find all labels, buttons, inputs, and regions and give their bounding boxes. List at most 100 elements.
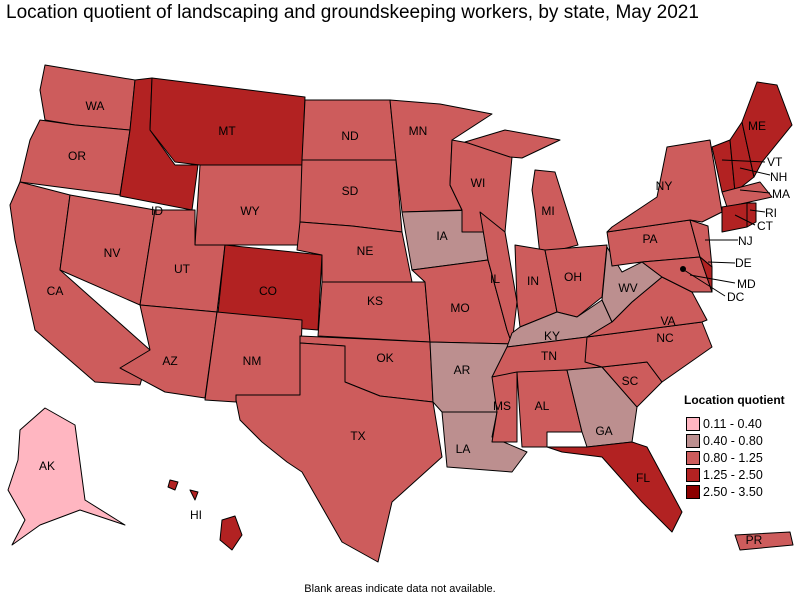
state-hi[interactable] [219, 515, 243, 551]
state-label: PA [642, 232, 657, 246]
state-label: OK [376, 351, 393, 365]
state-label: NJ [738, 234, 753, 248]
legend-swatch [686, 416, 700, 431]
state-label: WV [618, 281, 637, 295]
state-label: WA [86, 99, 105, 113]
state-oh[interactable] [544, 244, 608, 318]
callout-line [739, 189, 771, 194]
legend-swatch [686, 433, 700, 448]
callout-line [689, 274, 736, 284]
state-label: NH [770, 170, 787, 184]
legend-label: 0.11 - 0.40 [703, 416, 762, 431]
state-label: CO [259, 284, 277, 298]
state-label: AZ [162, 354, 177, 368]
legend-swatch [686, 467, 700, 482]
state-label: ME [748, 119, 766, 133]
state-label: MD [737, 277, 756, 291]
state-mi[interactable] [531, 169, 579, 256]
state-label: MT [218, 124, 236, 138]
state-label: RI [765, 206, 777, 220]
state-label: SD [342, 184, 359, 198]
state-label: IL [490, 272, 500, 286]
state-label: KY [544, 329, 560, 343]
state-fl[interactable] [546, 441, 683, 533]
state-label: MS [493, 399, 511, 413]
state-label: IN [527, 274, 539, 288]
state-label: MN [409, 124, 428, 138]
state-pr[interactable] [734, 531, 794, 551]
state-label: NM [243, 354, 262, 368]
state-nc[interactable] [584, 321, 713, 383]
state-ct[interactable] [721, 202, 748, 233]
legend-label: 0.40 - 0.80 [703, 433, 763, 448]
state-label: OH [564, 270, 582, 284]
legend-item: 0.11 - 0.40 [686, 415, 785, 432]
state-label: ND [341, 129, 359, 143]
state-label: KS [367, 294, 383, 308]
state-label: NV [104, 246, 121, 260]
state-ak[interactable] [7, 407, 126, 546]
state-ma[interactable] [721, 181, 773, 208]
footnote: Blank areas indicate data not available. [304, 583, 496, 595]
state-label: WY [240, 204, 259, 218]
state-label: IA [436, 229, 447, 243]
legend-swatch [686, 450, 700, 465]
legend-item: 0.80 - 1.25 [686, 449, 785, 466]
legend-item: 1.25 - 2.50 [686, 466, 785, 483]
state-mt[interactable] [149, 77, 306, 166]
callout-line [749, 209, 766, 213]
state-de[interactable] [699, 256, 713, 293]
state-label: VA [660, 314, 675, 328]
legend-label: 0.80 - 1.25 [703, 450, 763, 465]
state-hi[interactable] [167, 479, 179, 491]
state-me[interactable] [741, 81, 793, 178]
state-label: TN [541, 349, 557, 363]
state-label: CA [47, 284, 64, 298]
state-label: AR [454, 363, 471, 377]
state-ri[interactable] [746, 202, 757, 228]
state-label: NY [656, 179, 673, 193]
state-label: DC [727, 290, 745, 304]
state-ks[interactable] [317, 281, 431, 343]
state-label: MA [772, 187, 790, 201]
state-hi[interactable] [189, 489, 199, 501]
legend-item: 0.40 - 0.80 [686, 432, 785, 449]
legend-label: 2.50 - 3.50 [703, 484, 763, 499]
callout-line [683, 269, 726, 297]
legend-swatch [686, 484, 700, 499]
state-label: SC [622, 374, 639, 388]
state-label: NE [357, 244, 374, 258]
state-label: OR [68, 149, 86, 163]
map-title: Location quotient of landscaping and gro… [6, 2, 699, 23]
legend-title: Location quotient [684, 393, 785, 407]
state-label: DE [735, 256, 752, 270]
state-label: PR [746, 533, 763, 547]
state-label: AK [39, 459, 55, 473]
legend-label: 1.25 - 2.50 [703, 467, 763, 482]
state-label: TX [350, 429, 365, 443]
state-label: AL [535, 399, 550, 413]
state-label: UT [174, 262, 191, 276]
state-mi[interactable] [464, 129, 561, 159]
state-label: ID [151, 204, 163, 218]
callout-line [721, 159, 766, 163]
state-md[interactable] [641, 256, 713, 293]
state-tx[interactable] [235, 342, 443, 563]
legend-item: 2.50 - 3.50 [686, 483, 785, 500]
state-dc[interactable] [680, 266, 686, 272]
callout-line [739, 167, 771, 176]
state-label: LA [456, 442, 471, 456]
state-label: HI [190, 508, 202, 522]
state-label: VT [767, 155, 783, 169]
state-label: MO [450, 301, 469, 315]
state-label: GA [595, 424, 612, 438]
state-label: NC [656, 331, 674, 345]
state-label: FL [636, 471, 650, 485]
state-wa[interactable] [39, 64, 136, 131]
state-ms[interactable] [491, 371, 518, 443]
state-label: WI [471, 176, 486, 190]
legend: Location quotient 0.11 - 0.40 0.40 - 0.80… [684, 393, 785, 500]
callout-line [707, 261, 736, 264]
